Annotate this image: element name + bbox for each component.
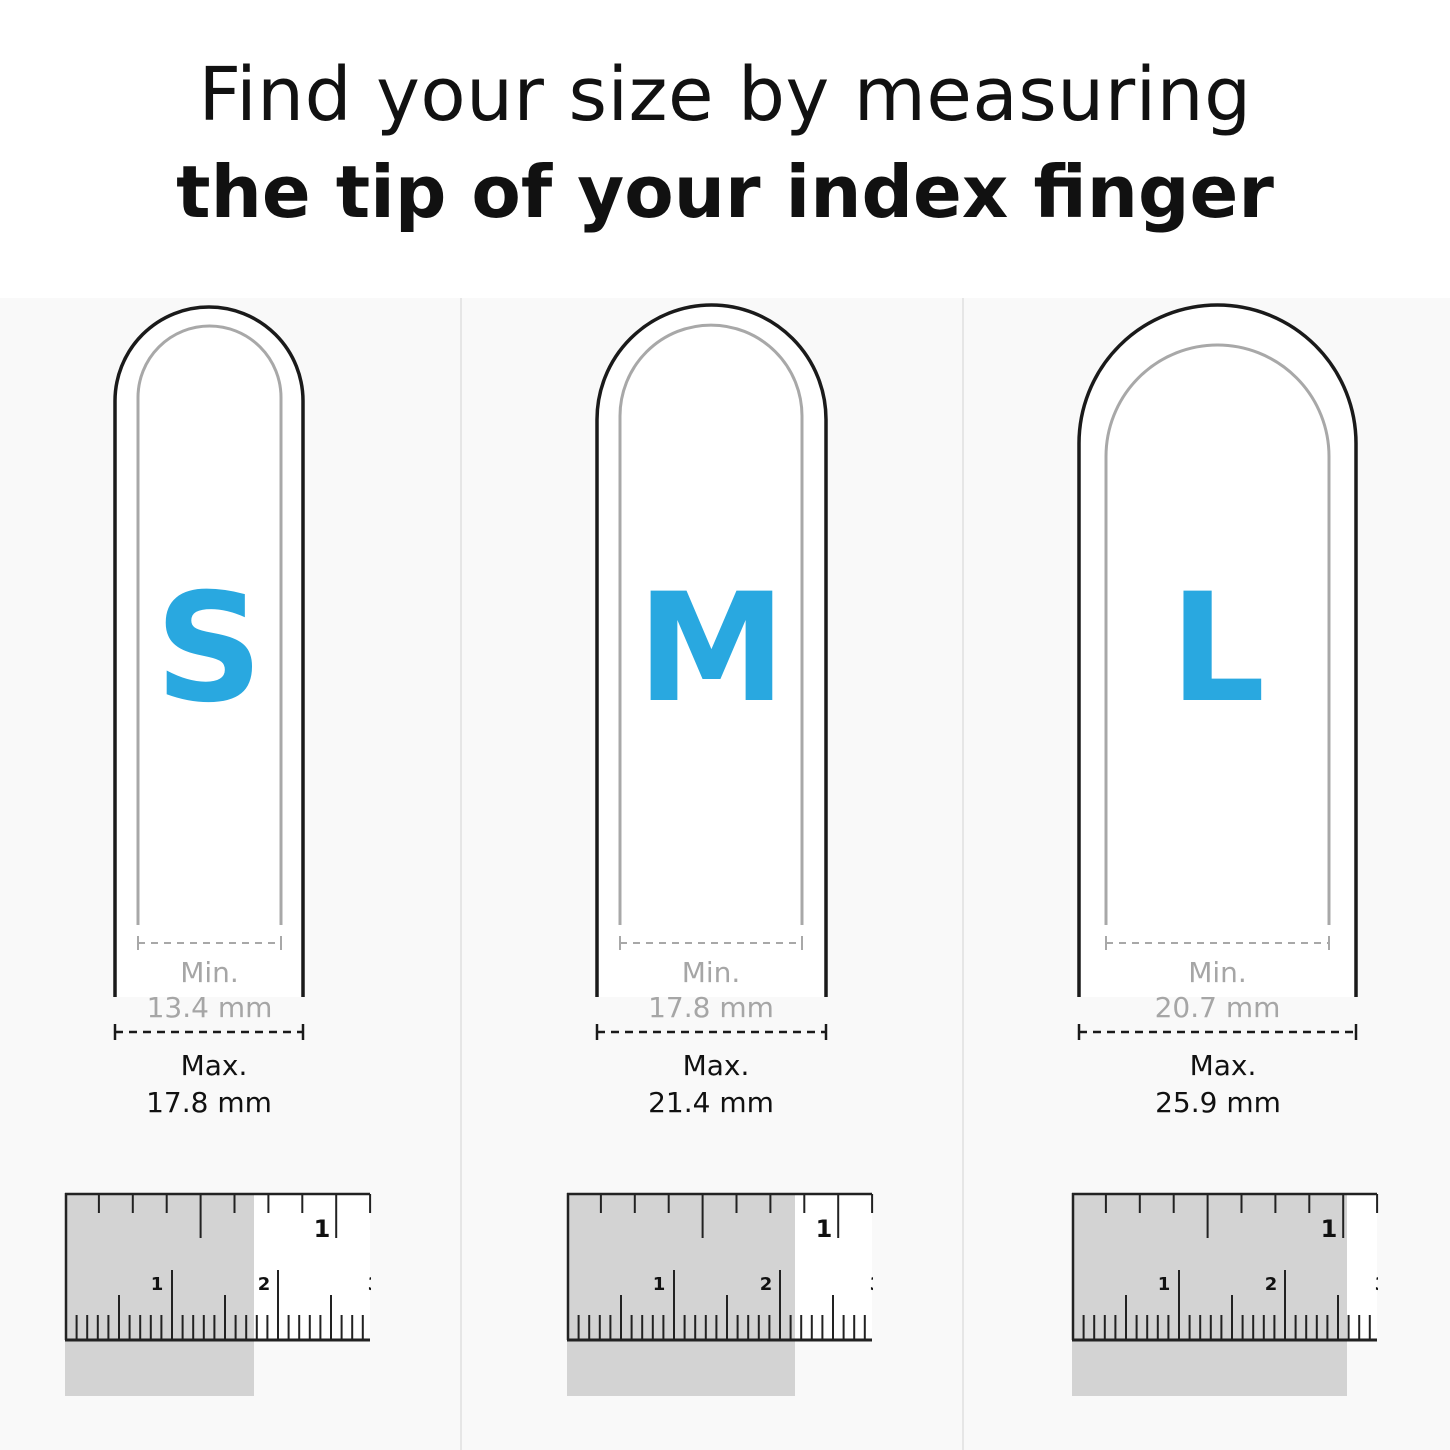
max-finger-outline — [1077, 303, 1358, 997]
max-value: 21.4 mm — [648, 1086, 774, 1119]
ruler-label: 1 — [653, 1274, 666, 1295]
min-finger-outline — [1104, 343, 1331, 925]
size-panel-s: S Min.13.4 mm Max. 17.8 mm 1 1 2 3 — [64, 305, 381, 1396]
min-value: 13.4 mm — [147, 991, 273, 1024]
ruler-label: 1 — [1158, 1274, 1171, 1295]
max-value: 25.9 mm — [1155, 1086, 1281, 1119]
ruler-label: 1 — [314, 1215, 331, 1243]
min-value: 17.8 mm — [648, 991, 774, 1024]
ruler-label: 3 — [870, 1274, 883, 1295]
size-panel-l: L Min.20.7 mm Max. 25.9 mm 1 1 2 3 — [1071, 303, 1388, 1396]
size-panel-m: M Min.17.8 mm Max. 21.4 mm 1 1 2 3 — [566, 303, 883, 1396]
title-line-1: Find your size by measuring — [198, 52, 1252, 138]
ruler-shade — [567, 1193, 795, 1396]
max-finger-outline — [113, 305, 305, 997]
ruler-label: 2 — [1265, 1274, 1278, 1295]
size-letter: M — [637, 562, 786, 736]
ruler-label: 2 — [760, 1274, 773, 1295]
max-label: Max. — [683, 1049, 750, 1082]
ruler: 1 1 2 3 — [566, 1192, 883, 1396]
min-label: Min. — [1188, 956, 1247, 989]
ruler-label: 1 — [151, 1274, 164, 1295]
ruler: 1 1 2 3 — [1071, 1192, 1388, 1396]
min-value: 20.7 mm — [1155, 991, 1281, 1024]
max-finger-outline — [595, 303, 828, 997]
min-finger-outline — [618, 323, 804, 925]
ruler-label: 1 — [816, 1215, 833, 1243]
max-value: 17.8 mm — [146, 1086, 272, 1119]
min-label: Min. — [180, 956, 239, 989]
ruler-shade — [65, 1193, 254, 1396]
title-line-2: the tip of your index finger — [176, 150, 1274, 234]
ruler-label: 3 — [368, 1274, 381, 1295]
ruler-label: 1 — [1321, 1215, 1338, 1243]
max-label: Max. — [181, 1049, 248, 1082]
ruler: 1 1 2 3 — [64, 1192, 381, 1396]
size-letter: L — [1170, 562, 1266, 736]
ruler-label: 3 — [1375, 1274, 1388, 1295]
min-finger-outline — [136, 324, 283, 925]
ruler-shade — [1072, 1193, 1347, 1396]
ruler-label: 2 — [258, 1274, 271, 1295]
max-label: Max. — [1190, 1049, 1257, 1082]
size-letter: S — [155, 562, 263, 736]
min-label: Min. — [682, 956, 741, 989]
